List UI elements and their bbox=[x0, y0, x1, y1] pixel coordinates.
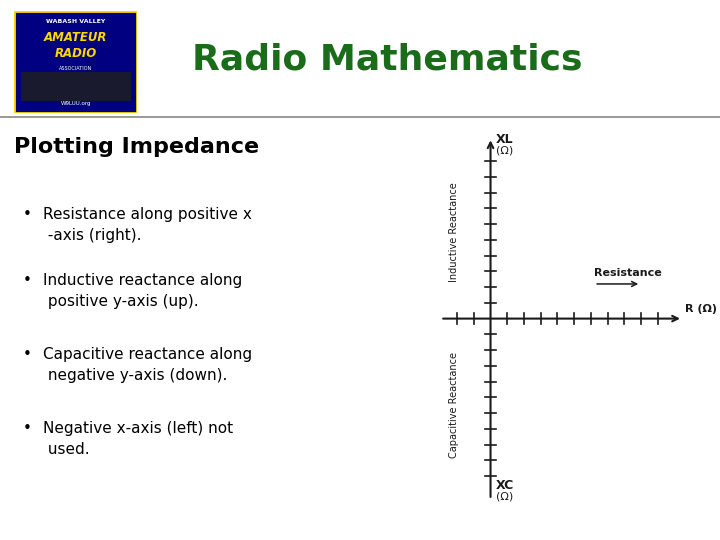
Text: Radio Mathematics: Radio Mathematics bbox=[192, 43, 582, 76]
Text: ASSOCIATION: ASSOCIATION bbox=[59, 66, 92, 71]
Bar bbox=[21, 72, 131, 101]
Text: WABASH VALLEY: WABASH VALLEY bbox=[46, 18, 105, 24]
Text: Plotting Impedance: Plotting Impedance bbox=[14, 137, 259, 157]
Text: Capacitive Reactance: Capacitive Reactance bbox=[449, 352, 459, 458]
Text: Resistance: Resistance bbox=[594, 268, 662, 278]
Text: (Ω): (Ω) bbox=[495, 145, 513, 156]
Text: AMATEUR: AMATEUR bbox=[44, 31, 107, 44]
Text: XL: XL bbox=[495, 133, 513, 146]
Text: W9LUU.org: W9LUU.org bbox=[60, 100, 91, 106]
Text: Capacitive reactance along
 negative y-axis (down).: Capacitive reactance along negative y-ax… bbox=[42, 347, 252, 383]
Text: Negative x-axis (left) not
 used.: Negative x-axis (left) not used. bbox=[42, 421, 233, 457]
Text: R (Ω): R (Ω) bbox=[685, 304, 716, 314]
Text: Inductive reactance along
 positive y-axis (up).: Inductive reactance along positive y-axi… bbox=[42, 273, 242, 309]
Text: Resistance along positive x
 -axis (right).: Resistance along positive x -axis (right… bbox=[42, 207, 251, 244]
Text: RADIO: RADIO bbox=[55, 48, 96, 60]
Text: (Ω): (Ω) bbox=[495, 492, 513, 502]
Text: •: • bbox=[22, 207, 32, 222]
Text: XC: XC bbox=[495, 480, 514, 492]
Text: Inductive Reactance: Inductive Reactance bbox=[449, 182, 459, 282]
Text: •: • bbox=[22, 421, 32, 436]
Text: •: • bbox=[22, 347, 32, 362]
Text: •: • bbox=[22, 273, 32, 288]
